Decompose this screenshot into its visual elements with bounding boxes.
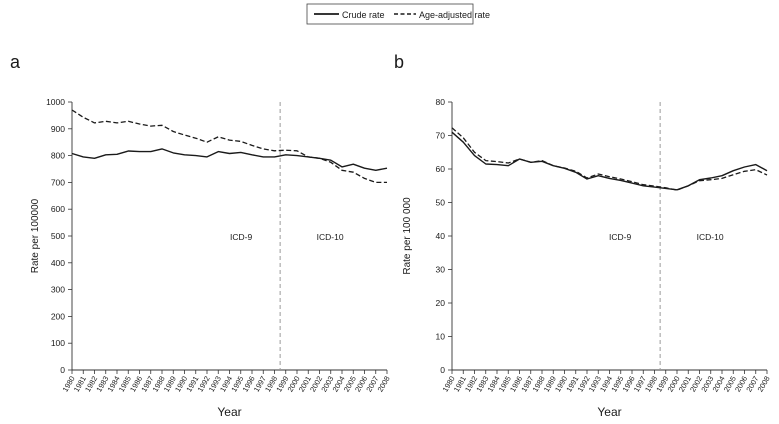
legend: Crude rate Age-adjusted rate: [307, 4, 490, 24]
panel-a: a010020030040050060070080090010001980198…: [10, 52, 392, 419]
x-axis-title: Year: [217, 405, 241, 419]
panel-label: b: [394, 52, 404, 72]
y-tick-label: 800: [51, 151, 65, 161]
series-age-adjusted-line: [452, 128, 767, 190]
y-tick-label: 100: [51, 338, 65, 348]
x-tick-label: 2008: [376, 375, 392, 394]
y-tick-label: 30: [436, 265, 446, 275]
y-tick-label: 80: [436, 97, 446, 107]
y-axis-title: Rate per 100000: [30, 198, 41, 273]
icd-annotation: ICD-9: [609, 232, 631, 242]
legend-crude-label: Crude rate: [342, 10, 385, 20]
y-axis-title: Rate per 100 000: [402, 197, 413, 275]
series-crude-line: [452, 132, 767, 190]
legend-adjusted-label: Age-adjusted rate: [419, 10, 490, 20]
series-crude-line: [72, 149, 387, 170]
y-tick-label: 0: [440, 365, 445, 375]
panel-b: b010203040506070801980198119821983198419…: [394, 52, 772, 419]
y-tick-label: 10: [436, 332, 446, 342]
y-tick-label: 300: [51, 285, 65, 295]
y-tick-label: 20: [436, 298, 446, 308]
y-tick-label: 60: [436, 164, 446, 174]
x-axis-title: Year: [597, 405, 621, 419]
y-tick-label: 500: [51, 231, 65, 241]
icd-annotation: ICD-10: [697, 232, 724, 242]
y-tick-label: 900: [51, 124, 65, 134]
y-tick-label: 200: [51, 311, 65, 321]
icd-annotation: ICD-9: [230, 232, 252, 242]
y-tick-label: 400: [51, 258, 65, 268]
y-tick-label: 70: [436, 131, 446, 141]
panel-label: a: [10, 52, 21, 72]
y-tick-label: 600: [51, 204, 65, 214]
y-tick-label: 50: [436, 198, 446, 208]
series-age-adjusted-line: [72, 110, 387, 182]
y-tick-label: 40: [436, 231, 446, 241]
y-tick-label: 1000: [46, 97, 65, 107]
y-tick-label: 0: [60, 365, 65, 375]
y-tick-label: 700: [51, 177, 65, 187]
icd-annotation: ICD-10: [317, 232, 344, 242]
x-tick-label: 2008: [756, 375, 772, 394]
